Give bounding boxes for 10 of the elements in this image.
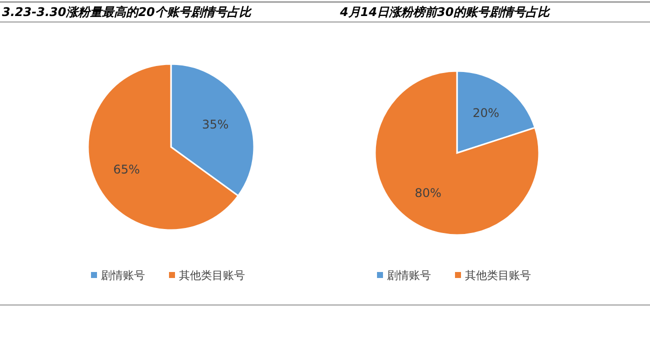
legend-label: 其他类目账号 (465, 269, 531, 282)
data-label: 80% (414, 186, 442, 200)
legend-label: 剧情账号 (101, 269, 145, 282)
data-label: 35% (202, 117, 229, 132)
legend-label: 其他类目账号 (179, 269, 245, 282)
chart-title: 4月14日涨粉榜前30的账号剧情号占比 (339, 5, 551, 19)
chart-title: 3.23-3.30涨粉量最高的20个账号剧情号占比 (2, 5, 252, 19)
legend-label: 剧情账号 (387, 269, 431, 282)
data-label: 65% (113, 162, 140, 177)
data-label: 20% (472, 106, 500, 120)
